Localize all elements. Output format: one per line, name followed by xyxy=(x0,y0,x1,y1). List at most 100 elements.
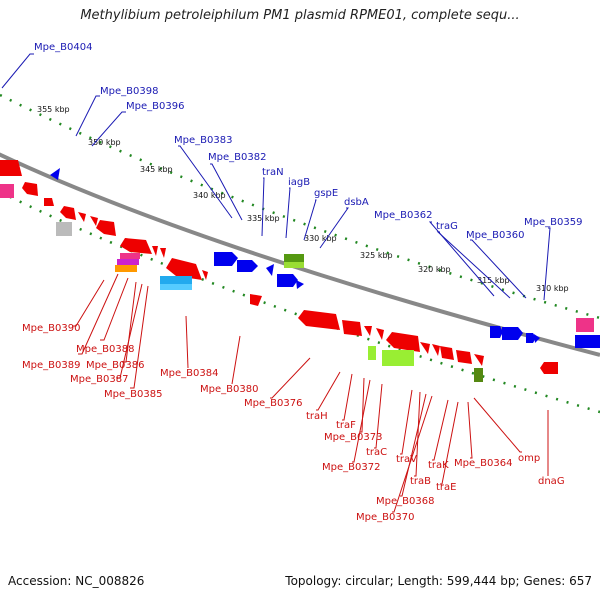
gene-label[interactable]: Mpe_B0373 xyxy=(324,432,382,443)
gene-block[interactable] xyxy=(160,284,192,290)
gene-label[interactable]: Mpe_B0382 xyxy=(208,152,266,163)
scale-label: 320 kbp xyxy=(418,265,451,274)
gene-arrow[interactable] xyxy=(490,326,503,338)
gene-arrow[interactable] xyxy=(78,212,86,222)
gene-arrow[interactable] xyxy=(575,335,600,348)
gene-arrow[interactable] xyxy=(474,354,484,366)
gene-label[interactable]: traF xyxy=(336,420,356,431)
gene-arrow[interactable] xyxy=(432,344,440,356)
gene-arrow[interactable] xyxy=(90,216,98,226)
scale-label: 355 kbp xyxy=(37,105,70,114)
gene-label[interactable]: iagB xyxy=(288,177,310,188)
gene-label[interactable]: Mpe_B0360 xyxy=(466,230,524,241)
scale-label: 310 kbp xyxy=(536,284,569,293)
gene-label[interactable]: Mpe_B0386 xyxy=(86,360,144,371)
gene-arrow[interactable] xyxy=(502,327,523,340)
gene-label[interactable]: traN xyxy=(262,167,284,178)
gene-label[interactable]: Mpe_B0376 xyxy=(244,398,302,409)
gene-arrow[interactable] xyxy=(456,350,472,364)
gene-label[interactable]: Mpe_B0396 xyxy=(126,101,184,112)
gene-label[interactable]: Mpe_B0368 xyxy=(376,496,434,507)
gene-label[interactable]: omp xyxy=(518,453,540,464)
plasmid-backbone xyxy=(0,152,600,357)
gene-label[interactable]: Mpe_B0385 xyxy=(104,389,162,400)
gene-label[interactable]: traE xyxy=(436,482,456,493)
gene-arrow[interactable] xyxy=(237,260,258,272)
gene-label[interactable]: Mpe_B0398 xyxy=(100,86,158,97)
gene-label[interactable]: traC xyxy=(366,447,387,458)
gene-arrow[interactable] xyxy=(364,326,372,336)
gene-arrow[interactable] xyxy=(250,294,262,306)
gene-label[interactable]: Mpe_B0384 xyxy=(160,368,218,379)
gene-label[interactable]: Mpe_B0383 xyxy=(174,135,232,146)
gene-label[interactable]: traK xyxy=(428,460,449,471)
gene-arrow[interactable] xyxy=(277,274,298,287)
gene-arrow[interactable] xyxy=(50,168,60,180)
gene-arrow[interactable] xyxy=(420,342,430,354)
gene-label[interactable]: Mpe_B0380 xyxy=(200,384,258,395)
gene-label[interactable]: Mpe_B0370 xyxy=(356,512,414,523)
scale-label: 335 kbp xyxy=(247,214,280,223)
gene-block[interactable] xyxy=(576,318,594,332)
gene-arrow[interactable] xyxy=(44,198,54,206)
scale-label: 315 kbp xyxy=(477,276,510,285)
reverse-leaders xyxy=(72,273,549,513)
gene-arrow[interactable] xyxy=(266,264,274,276)
gene-label[interactable]: Mpe_B0388 xyxy=(76,344,134,355)
gene-label[interactable]: dnaG xyxy=(538,476,565,487)
gene-label[interactable]: Mpe_B0387 xyxy=(70,374,128,385)
gene-block[interactable] xyxy=(56,222,72,236)
gene-arrow[interactable] xyxy=(120,238,152,254)
gene-block[interactable] xyxy=(474,368,483,382)
forward-genes xyxy=(50,168,600,348)
gene-label[interactable]: dsbA xyxy=(344,197,369,208)
gene-block[interactable] xyxy=(0,184,14,198)
scale-track xyxy=(0,93,600,320)
gene-label[interactable]: traG xyxy=(436,221,458,232)
gene-arrow[interactable] xyxy=(96,220,116,236)
gene-arrow[interactable] xyxy=(152,246,158,256)
forward-leaders xyxy=(1,53,551,301)
gene-block[interactable] xyxy=(115,265,137,272)
gene-label[interactable]: Mpe_B0389 xyxy=(22,360,80,371)
gene-label[interactable]: Mpe_B0390 xyxy=(22,323,80,334)
gene-arrow[interactable] xyxy=(296,280,304,289)
gene-arrow[interactable] xyxy=(22,182,38,196)
gene-label[interactable]: gspE xyxy=(314,188,338,199)
gene-label[interactable]: Mpe_B0359 xyxy=(524,217,582,228)
gene-arrow[interactable] xyxy=(376,328,384,340)
gene-label[interactable]: traH xyxy=(306,411,328,422)
gene-label[interactable]: traB xyxy=(410,476,431,487)
gene-label[interactable]: Mpe_B0372 xyxy=(322,462,380,473)
gene-arrow[interactable] xyxy=(166,258,202,280)
gene-arrow[interactable] xyxy=(440,346,454,360)
footer-accession: Accession: NC_008826 xyxy=(8,574,145,588)
gene-label[interactable]: Mpe_B0404 xyxy=(34,42,92,53)
page-title: Methylibium petroleiphilum PM1 plasmid R… xyxy=(80,8,520,23)
gene-arrow[interactable] xyxy=(540,362,558,374)
gene-block[interactable] xyxy=(117,259,139,265)
gene-arrow[interactable] xyxy=(214,252,238,266)
gene-arrow[interactable] xyxy=(298,310,340,330)
gene-label[interactable]: Mpe_B0364 xyxy=(454,458,512,469)
gene-arrow[interactable] xyxy=(0,160,22,176)
footer-summary: Topology: circular; Length: 599,444 bp; … xyxy=(285,574,592,588)
gene-label[interactable]: traV xyxy=(396,454,417,465)
gene-arrow[interactable] xyxy=(160,248,166,258)
gene-arrow[interactable] xyxy=(202,270,208,280)
gene-arrow[interactable] xyxy=(342,320,362,336)
gene-arrow[interactable] xyxy=(386,332,420,352)
scale-label: 325 kbp xyxy=(360,251,393,260)
gene-block[interactable] xyxy=(368,346,376,360)
gene-label[interactable]: Mpe_B0362 xyxy=(374,210,432,221)
gene-block[interactable] xyxy=(284,262,304,268)
reverse-genes xyxy=(0,160,558,382)
gene-arrow[interactable] xyxy=(534,334,540,343)
gene-arrow[interactable] xyxy=(60,206,76,220)
gene-arrow[interactable] xyxy=(526,333,536,343)
gene-block[interactable] xyxy=(382,350,414,366)
scale-label: 340 kbp xyxy=(193,191,226,200)
gene-block[interactable] xyxy=(120,253,140,259)
scale-label: 350 kbp xyxy=(88,138,121,147)
